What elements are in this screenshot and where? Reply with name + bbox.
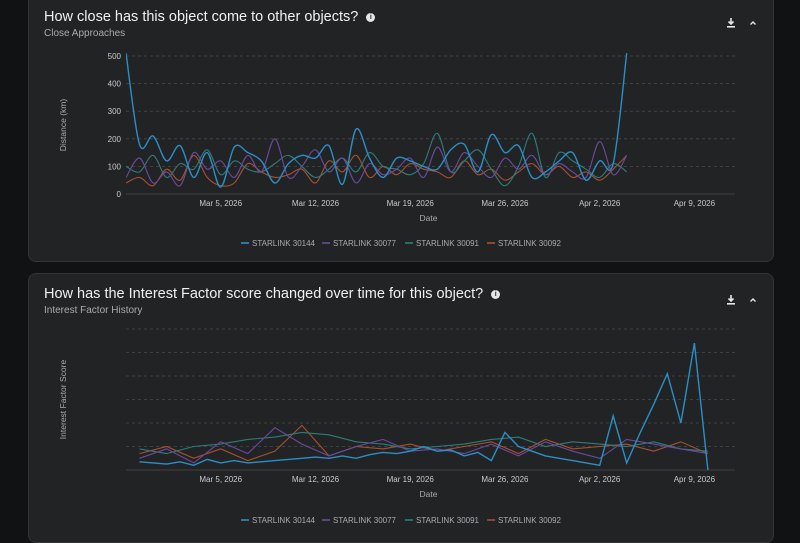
legend-label: STARLINK 30092 xyxy=(498,239,562,248)
legend-item[interactable]: STARLINK 30144 xyxy=(241,516,316,525)
y-tick-label: 300 xyxy=(108,107,122,116)
y-tick-label: 500 xyxy=(108,52,122,61)
info-icon[interactable]: i xyxy=(366,13,376,22)
card-title-text: How close has this object come to other … xyxy=(44,9,359,25)
x-tick-label: Mar 12, 2026 xyxy=(292,475,340,484)
x-tick-label: Apr 2, 2026 xyxy=(579,475,621,484)
legend-label: STARLINK 30077 xyxy=(333,239,397,248)
close-approaches-card: How close has this object come to other … xyxy=(28,0,774,262)
y-axis-title: Distance (km) xyxy=(58,99,68,152)
y-tick-label: 0 xyxy=(117,190,122,199)
x-tick-label: Mar 12, 2026 xyxy=(292,199,340,208)
card-subtitle: Close Approaches xyxy=(44,28,126,39)
chevron-up-icon[interactable] xyxy=(746,16,760,30)
x-tick-label: Mar 26, 2026 xyxy=(481,199,529,208)
x-tick-label: Apr 9, 2026 xyxy=(674,199,716,208)
info-icon[interactable]: i xyxy=(491,290,501,299)
y-tick-label: 100 xyxy=(108,162,122,171)
legend-label: STARLINK 30144 xyxy=(252,239,316,248)
x-tick-label: Mar 19, 2026 xyxy=(387,199,435,208)
legend-item[interactable]: STARLINK 30092 xyxy=(487,516,562,525)
card-subtitle: Interest Factor History xyxy=(44,305,143,316)
download-icon[interactable] xyxy=(724,16,738,30)
x-tick-label: Mar 5, 2026 xyxy=(199,199,242,208)
x-axis-title: Date xyxy=(420,489,438,499)
legend-label: STARLINK 30092 xyxy=(498,516,562,525)
chevron-up-icon[interactable] xyxy=(746,293,760,307)
series-line-starlink-30091[interactable] xyxy=(139,431,708,455)
legend-item[interactable]: STARLINK 30091 xyxy=(405,239,480,248)
series-line-starlink-30091[interactable] xyxy=(126,132,628,187)
legend-item[interactable]: STARLINK 30077 xyxy=(322,516,397,525)
legend-label: STARLINK 30091 xyxy=(416,516,480,525)
x-tick-label: Mar 5, 2026 xyxy=(199,475,242,484)
legend-item[interactable]: STARLINK 30144 xyxy=(241,239,316,248)
download-icon[interactable] xyxy=(724,293,738,307)
legend-item[interactable]: STARLINK 30091 xyxy=(405,516,480,525)
legend-label: STARLINK 30091 xyxy=(416,239,480,248)
card-title: How has the Interest Factor score change… xyxy=(44,286,501,302)
legend-label: STARLINK 30144 xyxy=(252,516,316,525)
y-tick-label: 200 xyxy=(108,135,122,144)
series-line-starlink-30077[interactable] xyxy=(126,138,628,187)
series-line-starlink-30144[interactable] xyxy=(126,53,628,188)
card-title-text: How has the Interest Factor score change… xyxy=(44,286,484,302)
legend-item[interactable]: STARLINK 30092 xyxy=(487,239,562,248)
card-title: How close has this object come to other … xyxy=(44,9,376,25)
x-tick-label: Apr 2, 2026 xyxy=(579,199,621,208)
x-tick-label: Mar 19, 2026 xyxy=(387,475,435,484)
series-line-starlink-30077[interactable] xyxy=(139,427,708,464)
series-line-starlink-30144[interactable] xyxy=(139,342,709,471)
y-tick-label: 400 xyxy=(108,80,122,89)
legend-item[interactable]: STARLINK 30077 xyxy=(322,239,397,248)
y-axis-title: Interest Factor Score xyxy=(58,360,68,440)
legend-label: STARLINK 30077 xyxy=(333,516,397,525)
x-tick-label: Mar 26, 2026 xyxy=(481,475,529,484)
x-tick-label: Apr 9, 2026 xyxy=(674,475,716,484)
x-axis-title: Date xyxy=(420,213,438,223)
